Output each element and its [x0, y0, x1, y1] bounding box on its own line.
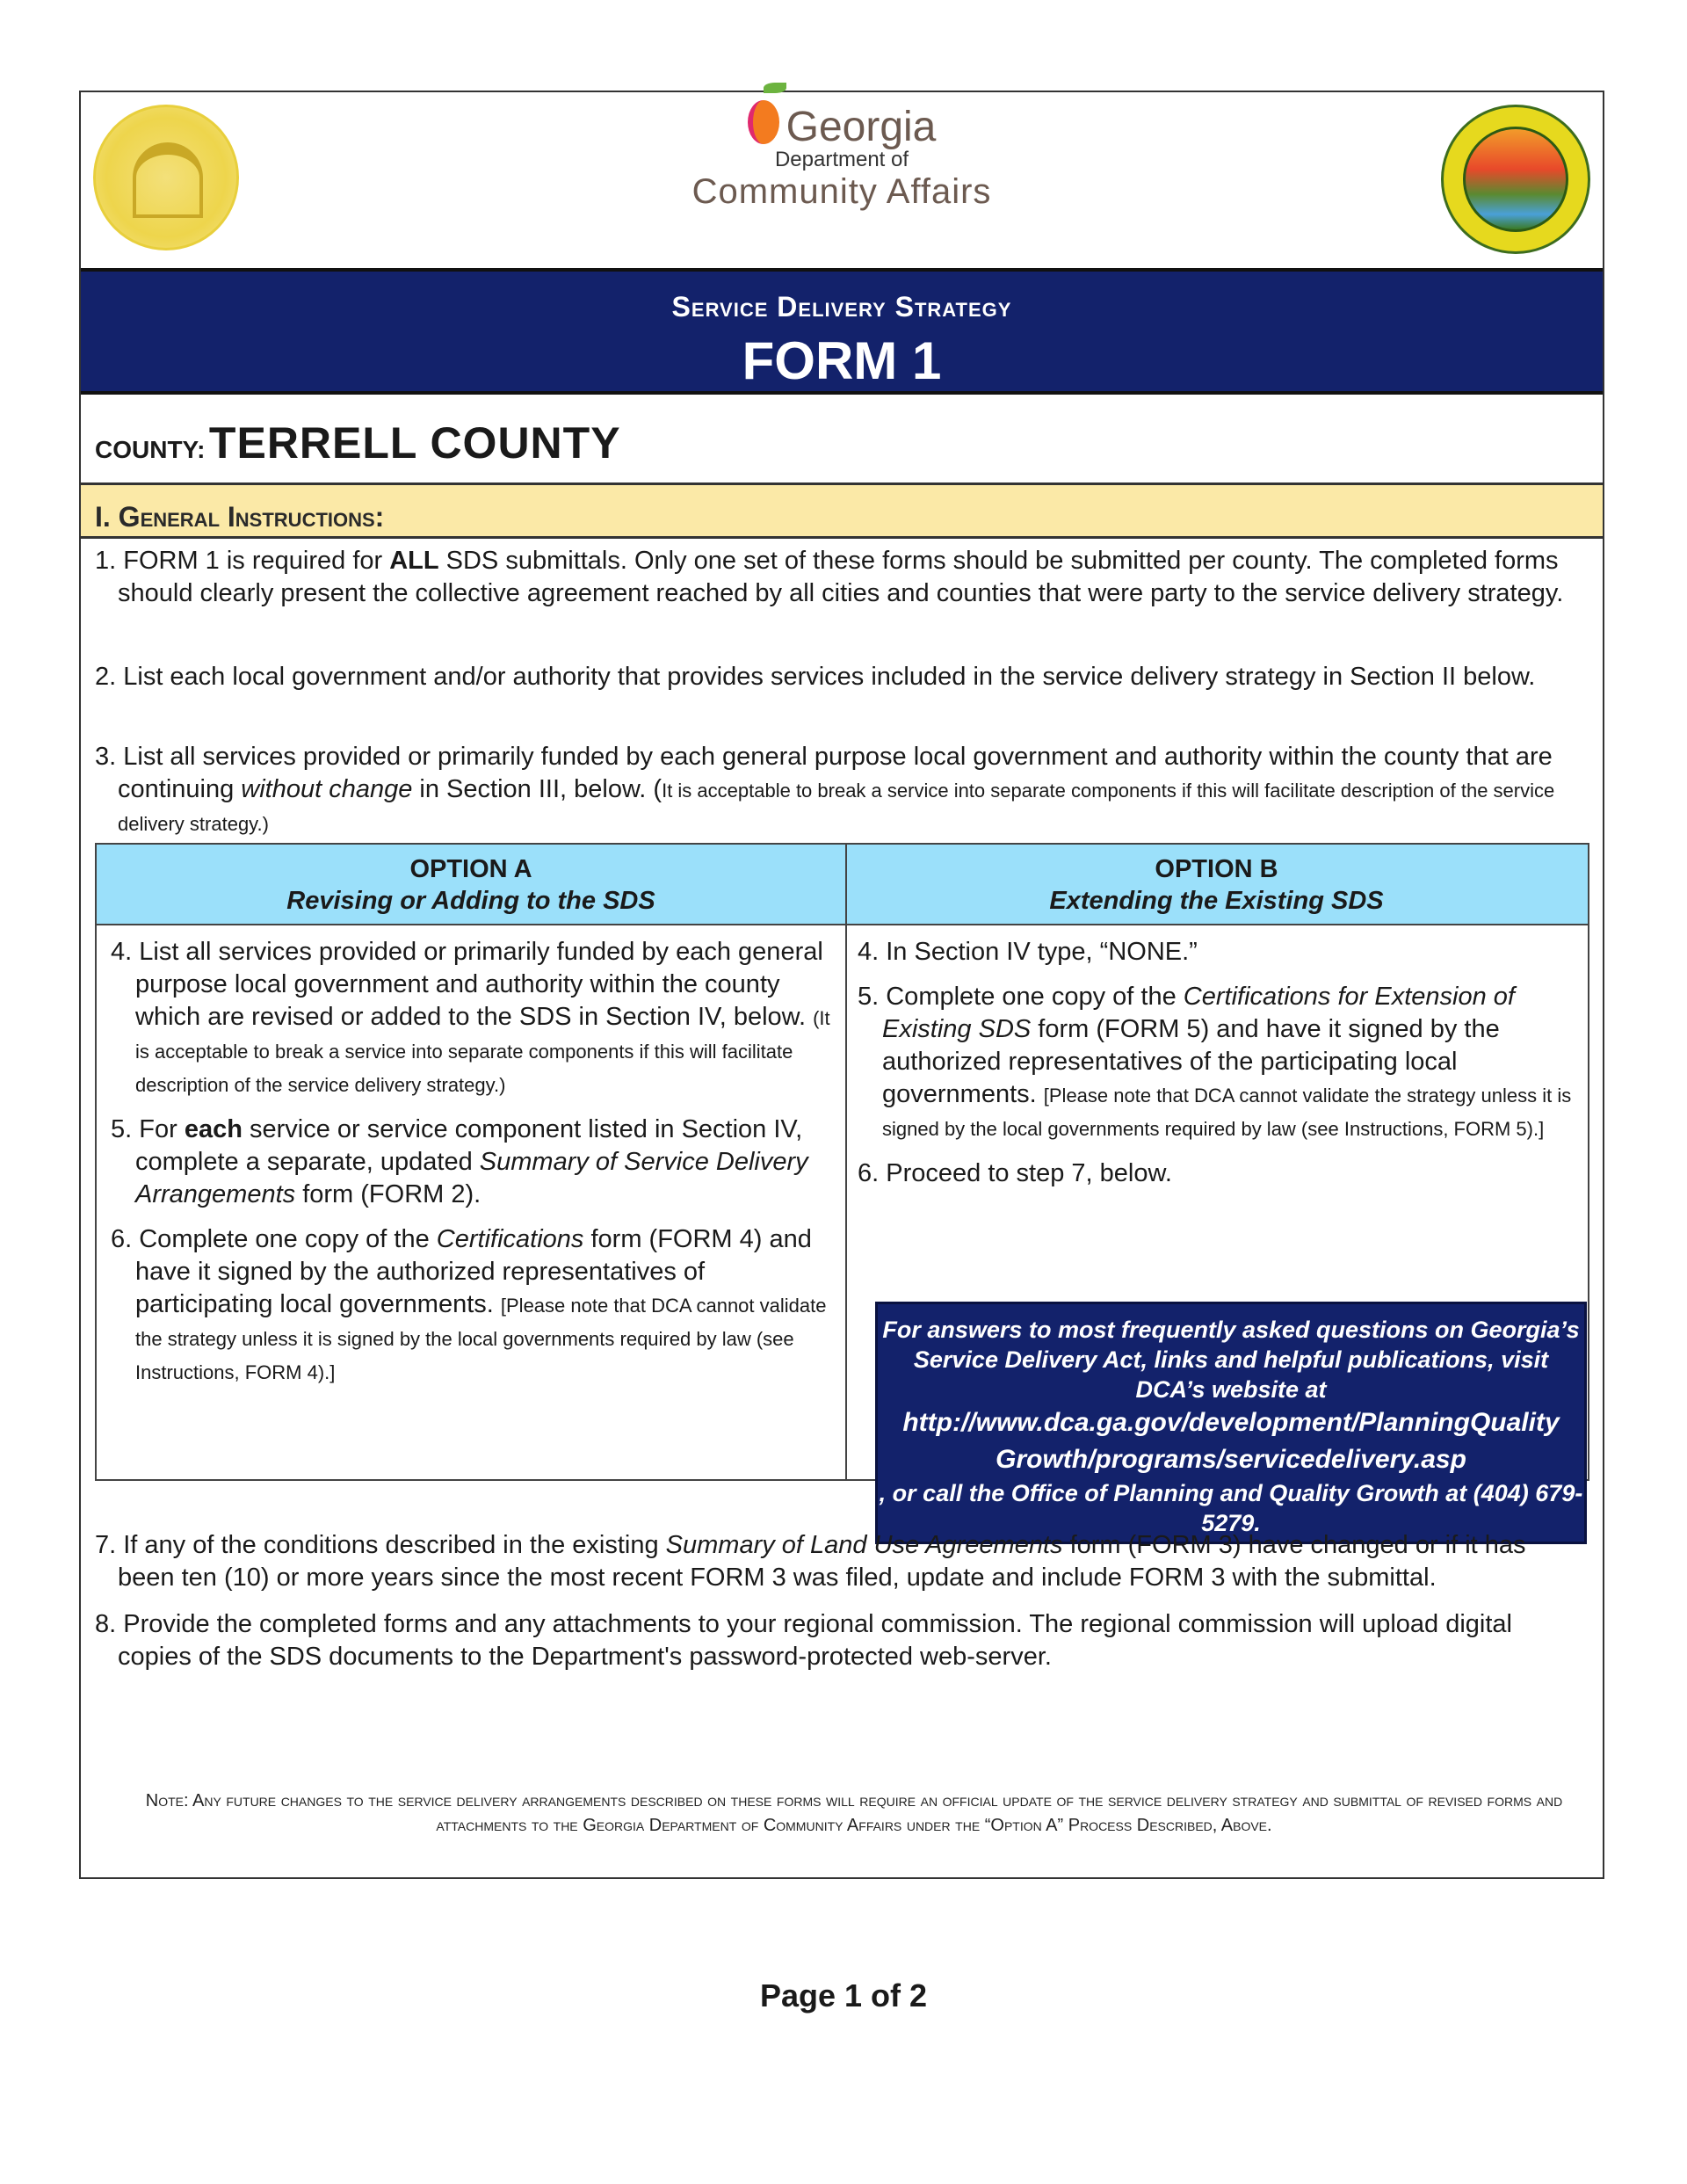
- option-b-header: OPTION B Extending the Existing SDS: [845, 845, 1588, 925]
- page-number: Page 1 of 2: [759, 1977, 928, 2013]
- option-b-item-5: 5. Complete one copy of the Certificatio…: [858, 983, 1572, 1140]
- option-a-column: 4. List all services provided or primari…: [111, 925, 831, 1479]
- georgia-state-seal-icon: [93, 105, 239, 250]
- instruction-2: 2. List each local government and/or aut…: [95, 663, 1536, 691]
- note: Note: Any future changes to the service …: [145, 1791, 1563, 1835]
- instruction-8: 8. Provide the completed forms and any a…: [95, 1610, 1512, 1671]
- option-b-column: 4. In Section IV type, “NONE.” 5. Comple…: [858, 925, 1587, 1544]
- logo-header: Georgia Department of Community Affairs: [81, 82, 1603, 268]
- instruction-3: 3. List all services provided or primari…: [95, 743, 1555, 835]
- options-table: OPTION A Revising or Adding to the SDS OP…: [95, 843, 1589, 1544]
- county-value: TERRELL COUNTY: [208, 418, 621, 468]
- dca-logo: Georgia Department of Community Affairs: [81, 82, 1603, 212]
- faq-box: For answers to most frequently asked que…: [875, 1302, 1587, 1544]
- option-a-item-4: 4. List all services provided or primari…: [111, 938, 830, 1096]
- county-row: COUNTY: TERRELL COUNTY: [95, 418, 621, 468]
- form-frame: Georgia Department of Community Affairs …: [79, 82, 1604, 1879]
- dca-seal-icon: [1441, 105, 1590, 254]
- option-a-item-5: 5. For each service or service component…: [111, 1115, 808, 1208]
- instruction-7: 7. If any of the conditions described in…: [95, 1531, 1526, 1592]
- option-b-item-6: 6. Proceed to step 7, below.: [858, 1159, 1172, 1187]
- dca-website-link[interactable]: http://www.dca.ga.gov/development/Planni…: [902, 1408, 1560, 1474]
- column-divider: [845, 845, 847, 1479]
- banner-title: FORM 1: [742, 331, 942, 390]
- peach-icon: [747, 82, 786, 144]
- instruction-1: 1. FORM 1 is required for ALL SDS submit…: [95, 547, 1564, 607]
- option-b-item-4: 4. In Section IV type, “NONE.”: [858, 938, 1198, 966]
- option-a-header: OPTION A Revising or Adding to the SDS: [97, 845, 845, 925]
- section-heading: I. General Instructions:: [81, 483, 1603, 539]
- banner-subtitle: Service Delivery Strategy: [671, 291, 1012, 323]
- option-a-item-6: 6. Complete one copy of the Certificatio…: [111, 1225, 827, 1383]
- title-banner: Service Delivery Strategy FORM 1: [81, 268, 1603, 395]
